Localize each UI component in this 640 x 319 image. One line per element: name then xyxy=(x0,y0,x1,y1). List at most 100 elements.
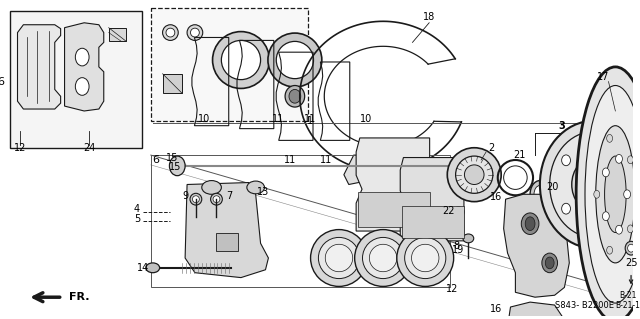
Ellipse shape xyxy=(596,126,635,263)
Ellipse shape xyxy=(540,121,640,248)
Text: 6: 6 xyxy=(152,155,159,165)
Text: 7: 7 xyxy=(226,191,232,201)
Polygon shape xyxy=(344,155,437,184)
Ellipse shape xyxy=(369,244,397,272)
Ellipse shape xyxy=(421,215,431,225)
Ellipse shape xyxy=(607,134,612,142)
Polygon shape xyxy=(185,182,268,278)
Ellipse shape xyxy=(562,155,570,166)
Ellipse shape xyxy=(268,33,322,87)
Ellipse shape xyxy=(530,181,550,208)
Text: 11: 11 xyxy=(320,155,332,165)
Ellipse shape xyxy=(187,25,203,41)
Ellipse shape xyxy=(463,234,474,243)
Text: 10: 10 xyxy=(198,114,210,124)
Ellipse shape xyxy=(285,85,305,107)
Bar xyxy=(163,74,182,93)
Bar xyxy=(401,206,464,238)
Bar xyxy=(358,192,429,227)
Bar xyxy=(151,8,308,121)
Ellipse shape xyxy=(465,165,484,184)
Ellipse shape xyxy=(362,237,404,278)
Ellipse shape xyxy=(310,230,367,286)
Text: 6: 6 xyxy=(0,77,4,86)
Text: 11: 11 xyxy=(272,114,284,124)
Polygon shape xyxy=(356,138,429,231)
Polygon shape xyxy=(508,302,563,319)
Ellipse shape xyxy=(580,168,607,201)
Ellipse shape xyxy=(212,32,269,88)
Text: S843- B2200E: S843- B2200E xyxy=(554,300,614,309)
Text: 3: 3 xyxy=(558,121,565,131)
Text: 16: 16 xyxy=(490,304,502,314)
Text: FR.: FR. xyxy=(70,292,90,302)
Ellipse shape xyxy=(627,156,634,164)
Ellipse shape xyxy=(585,85,640,303)
Text: 15: 15 xyxy=(169,162,182,172)
Text: 4: 4 xyxy=(134,204,140,214)
Text: B-21-1: B-21-1 xyxy=(616,300,640,309)
Ellipse shape xyxy=(146,263,159,273)
Bar xyxy=(109,28,126,41)
Text: 1: 1 xyxy=(307,116,313,126)
Ellipse shape xyxy=(545,257,554,269)
Ellipse shape xyxy=(276,41,314,79)
Ellipse shape xyxy=(576,67,640,319)
Ellipse shape xyxy=(193,196,199,203)
Ellipse shape xyxy=(624,179,632,190)
Text: 10: 10 xyxy=(360,114,372,124)
Text: 11: 11 xyxy=(303,114,316,124)
Ellipse shape xyxy=(191,28,199,37)
Ellipse shape xyxy=(605,156,626,233)
Text: 15: 15 xyxy=(166,153,179,163)
Ellipse shape xyxy=(522,213,539,234)
Ellipse shape xyxy=(600,218,609,229)
Text: 22: 22 xyxy=(442,206,455,216)
Ellipse shape xyxy=(163,25,179,41)
Text: 19: 19 xyxy=(452,245,465,255)
Text: 9: 9 xyxy=(182,191,188,201)
Ellipse shape xyxy=(534,185,546,203)
Ellipse shape xyxy=(404,237,446,278)
Ellipse shape xyxy=(624,190,630,199)
Ellipse shape xyxy=(616,154,623,163)
Ellipse shape xyxy=(76,78,89,95)
Ellipse shape xyxy=(202,181,221,194)
Ellipse shape xyxy=(625,241,637,255)
Text: 16: 16 xyxy=(490,192,502,202)
Ellipse shape xyxy=(456,156,493,193)
Ellipse shape xyxy=(447,148,501,202)
Ellipse shape xyxy=(602,212,609,221)
Ellipse shape xyxy=(412,244,439,272)
Text: 14: 14 xyxy=(137,263,149,273)
Text: 25: 25 xyxy=(625,258,637,268)
Text: 8: 8 xyxy=(454,241,460,251)
Ellipse shape xyxy=(247,181,264,194)
Text: 13: 13 xyxy=(257,187,269,197)
Text: 5: 5 xyxy=(134,214,140,224)
Ellipse shape xyxy=(190,193,202,205)
Ellipse shape xyxy=(213,196,220,203)
Ellipse shape xyxy=(628,244,634,252)
Ellipse shape xyxy=(211,193,222,205)
Ellipse shape xyxy=(170,156,185,176)
Ellipse shape xyxy=(550,131,638,237)
Ellipse shape xyxy=(616,225,623,234)
Ellipse shape xyxy=(397,230,454,286)
Ellipse shape xyxy=(166,28,175,37)
Ellipse shape xyxy=(525,217,535,231)
Text: 20: 20 xyxy=(547,182,559,192)
Text: B-21: B-21 xyxy=(620,291,637,300)
Text: 17: 17 xyxy=(597,72,610,82)
Ellipse shape xyxy=(355,230,412,286)
Ellipse shape xyxy=(577,220,585,228)
Ellipse shape xyxy=(76,48,89,66)
Text: 2: 2 xyxy=(488,143,494,153)
Polygon shape xyxy=(65,23,104,111)
Text: 21: 21 xyxy=(513,150,525,160)
Polygon shape xyxy=(504,194,570,297)
Ellipse shape xyxy=(572,158,616,211)
Polygon shape xyxy=(400,158,464,241)
Ellipse shape xyxy=(380,202,391,213)
Polygon shape xyxy=(17,25,61,109)
